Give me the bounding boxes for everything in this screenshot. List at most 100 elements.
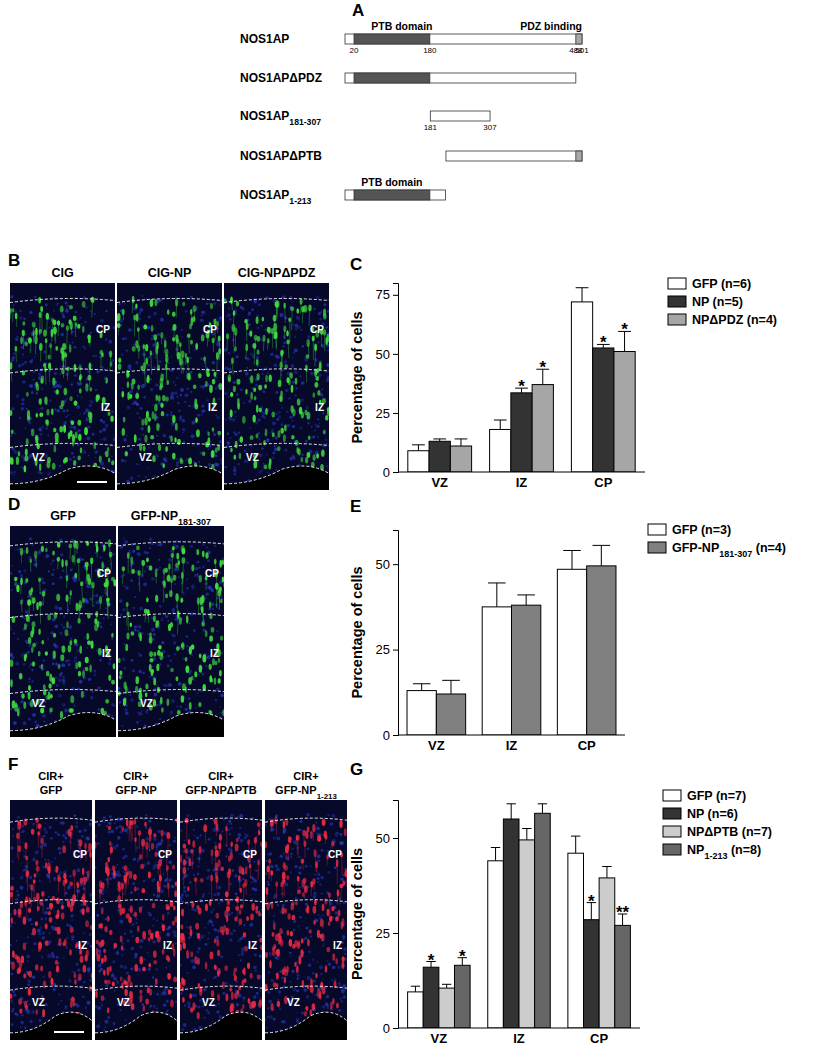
cell-texture <box>32 661 35 666</box>
nucleus-texture <box>291 364 295 368</box>
nucleus-texture <box>174 654 176 656</box>
nucleus-texture <box>232 418 236 422</box>
cell-texture <box>32 597 36 604</box>
nucleus-texture <box>86 584 90 588</box>
nucleus-texture <box>31 669 34 672</box>
nucleus-texture <box>11 656 14 659</box>
nucleus-texture <box>23 663 26 666</box>
cell-texture <box>32 643 36 648</box>
nucleus-texture <box>327 349 329 352</box>
nucleus-texture <box>233 431 235 433</box>
nucleus-texture <box>130 448 133 451</box>
cell-texture <box>108 457 110 462</box>
nucleus-texture <box>144 724 147 727</box>
nucleus-texture <box>159 605 162 608</box>
cell-texture <box>44 396 47 404</box>
cell-texture <box>49 343 52 348</box>
cell-texture <box>317 390 320 396</box>
nucleus-texture <box>30 569 32 571</box>
cell-texture <box>146 411 149 419</box>
nucleus-texture <box>301 381 305 385</box>
nucleus-texture <box>186 371 188 373</box>
nucleus-texture <box>275 469 277 471</box>
nucleus-texture <box>81 558 83 560</box>
nucleus-texture <box>294 336 297 339</box>
nucleus-texture <box>177 402 180 405</box>
cell-texture <box>306 339 309 347</box>
cell-texture <box>327 407 329 412</box>
nucleus-texture <box>138 464 140 466</box>
cell-texture <box>30 338 32 343</box>
cell-texture <box>39 312 42 318</box>
construct-bar <box>345 73 576 83</box>
cell-texture <box>280 350 283 357</box>
nucleus-texture <box>157 384 159 386</box>
nucleus-texture <box>310 372 314 376</box>
nucleus-texture <box>86 647 88 649</box>
nucleus-texture <box>15 311 17 313</box>
cell-texture <box>127 381 130 388</box>
nucleus-texture <box>195 707 197 709</box>
nucleus-texture <box>71 538 73 540</box>
cell-texture <box>279 361 282 368</box>
nucleus-texture <box>87 436 91 440</box>
nucleus-texture <box>70 638 73 641</box>
cell-texture <box>284 364 288 369</box>
nucleus-texture <box>111 456 113 458</box>
nucleus-texture <box>28 666 30 668</box>
cell-texture <box>228 377 231 383</box>
cell-texture <box>75 663 78 670</box>
cell-texture <box>177 439 181 445</box>
nucleus-texture <box>261 447 264 450</box>
cell-texture <box>51 408 53 415</box>
cell-texture <box>217 431 221 436</box>
nucleus-texture <box>103 465 105 467</box>
cell-texture <box>121 391 124 397</box>
process-texture <box>254 346 255 365</box>
cell-texture <box>153 334 157 340</box>
nucleus-texture <box>122 676 124 678</box>
cell-texture <box>78 434 82 441</box>
cell-texture <box>211 450 215 458</box>
nucleus-texture <box>301 453 304 456</box>
nucleus-texture <box>81 397 83 399</box>
cell-texture <box>79 646 82 654</box>
nucleus-texture <box>111 410 114 413</box>
nucleus-texture <box>69 341 71 343</box>
zone-boundary <box>224 298 329 302</box>
cell-texture <box>156 342 158 350</box>
nucleus-texture <box>284 316 287 319</box>
nucleus-texture <box>293 324 295 326</box>
nucleus-texture <box>17 548 19 550</box>
figure: ANOS1APPTB domainPDZ binding20180488501N… <box>0 0 829 1050</box>
nucleus-texture <box>260 325 263 328</box>
cell-texture <box>20 600 23 605</box>
cell-texture <box>56 594 60 601</box>
nucleus-texture <box>48 570 50 572</box>
nucleus-texture <box>186 578 188 580</box>
cell-texture <box>263 465 267 470</box>
process-texture <box>188 336 190 354</box>
nucleus-texture <box>94 674 96 676</box>
nucleus-texture <box>28 422 31 425</box>
cell-texture <box>291 385 294 393</box>
nucleus-texture <box>96 370 100 374</box>
cell-texture <box>20 578 23 586</box>
cell-texture <box>148 417 151 422</box>
nucleus-texture <box>20 700 24 704</box>
cell-texture <box>58 664 61 669</box>
nucleus-texture <box>247 314 249 316</box>
nucleus-texture <box>276 355 280 359</box>
nucleus-texture <box>103 437 107 441</box>
nucleus-texture <box>100 625 103 628</box>
nucleus-texture <box>282 345 284 347</box>
micrograph: CPIZVZ <box>8 283 116 490</box>
nucleus-texture <box>261 415 264 418</box>
nucleus-texture <box>99 622 101 624</box>
cell-texture <box>182 302 185 307</box>
nucleus-texture <box>130 476 134 480</box>
nucleus-texture <box>266 454 268 456</box>
nucleus-texture <box>80 557 82 559</box>
nucleus-texture <box>44 720 46 722</box>
nucleus-texture <box>159 566 161 568</box>
